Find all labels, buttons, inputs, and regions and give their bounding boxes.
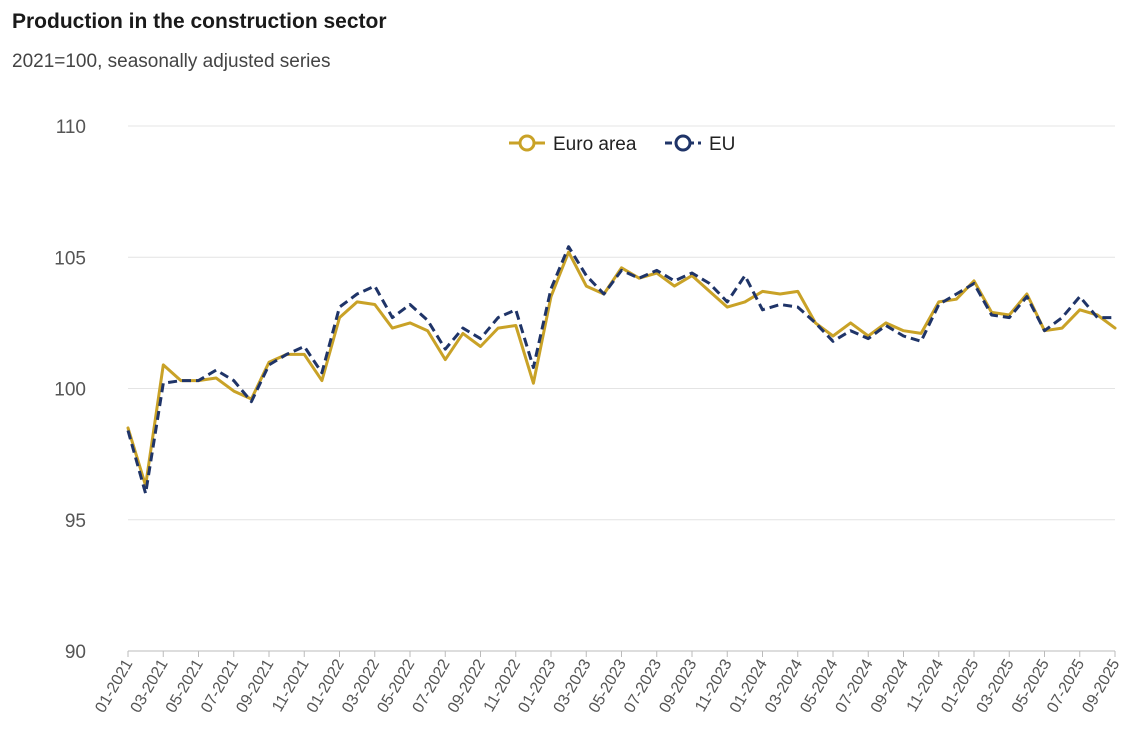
legend-label: Euro area — [553, 134, 637, 155]
legend-label: EU — [709, 134, 735, 155]
legend-marker-icon — [674, 134, 692, 152]
y-tick-label: 90 — [65, 642, 86, 663]
series-line-euro-area — [126, 250, 1117, 488]
y-axis-ticks: 90 95 100 105 110 — [54, 117, 86, 663]
y-tick-label: 105 — [54, 248, 86, 269]
legend-item-eu[interactable]: EU — [665, 134, 735, 155]
x-axis-ticks: 01-202103-202105-202107-202109-202111-20… — [92, 651, 1124, 716]
grid-lines — [128, 125, 1115, 652]
series-lines — [126, 245, 1117, 495]
legend[interactable]: Euro area EU — [509, 134, 735, 155]
series-line-eu — [126, 245, 1115, 495]
y-tick-label: 100 — [54, 380, 86, 401]
y-tick-label: 110 — [56, 117, 86, 138]
y-tick-label: 95 — [65, 511, 86, 532]
legend-item-euro-area[interactable]: Euro area — [509, 134, 637, 155]
legend-marker-icon — [518, 134, 536, 152]
chart-subtitle: 2021=100, seasonally adjusted series — [12, 51, 331, 72]
chart-title: Production in the construction sector — [12, 10, 387, 33]
